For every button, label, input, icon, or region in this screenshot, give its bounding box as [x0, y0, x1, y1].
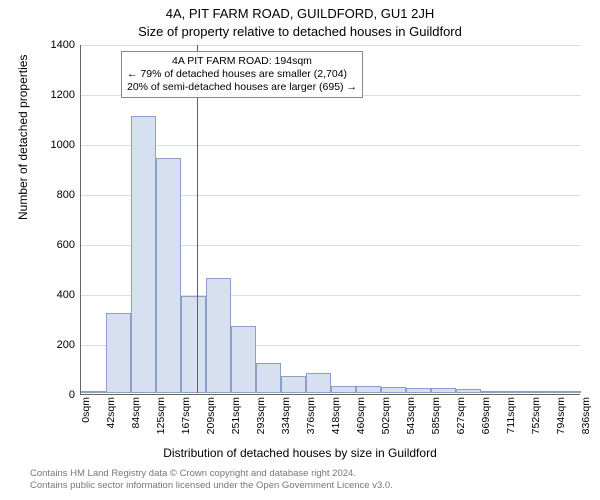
y-tick-label: 800	[15, 189, 75, 201]
histogram-bar	[456, 389, 481, 393]
x-tick-label: 334sqm	[280, 397, 292, 443]
chart-subtitle: Size of property relative to detached ho…	[0, 24, 600, 39]
gridline	[81, 45, 581, 46]
x-tick-label: 42sqm	[105, 397, 117, 443]
x-tick-label: 794sqm	[555, 397, 567, 443]
y-tick-label: 1200	[15, 89, 75, 101]
histogram-bar	[481, 391, 506, 394]
histogram-bar	[206, 278, 231, 393]
x-tick-label: 627sqm	[455, 397, 467, 443]
x-tick-label: 752sqm	[530, 397, 542, 443]
histogram-bar	[81, 391, 106, 393]
plot-inner: 4A PIT FARM ROAD: 194sqm← 79% of detache…	[80, 45, 580, 395]
footer-line: Contains HM Land Registry data © Crown c…	[30, 468, 393, 480]
histogram-bar	[256, 363, 281, 393]
x-tick-label: 585sqm	[430, 397, 442, 443]
x-tick-label: 293sqm	[255, 397, 267, 443]
y-tick-label: 200	[15, 339, 75, 351]
histogram-bar	[406, 388, 431, 393]
x-tick-label: 125sqm	[155, 397, 167, 443]
y-tick-label: 1400	[15, 39, 75, 51]
plot-area: 4A PIT FARM ROAD: 194sqm← 79% of detache…	[80, 45, 580, 395]
annotation-box: 4A PIT FARM ROAD: 194sqm← 79% of detache…	[121, 51, 363, 98]
histogram-bar	[556, 391, 581, 393]
histogram-bar	[181, 296, 206, 394]
histogram-bar	[431, 388, 456, 393]
x-tick-label: 711sqm	[505, 397, 517, 443]
histogram-bar	[106, 313, 131, 393]
annotation-line: 20% of semi-detached houses are larger (…	[127, 81, 357, 94]
x-tick-label: 84sqm	[130, 397, 142, 443]
x-tick-label: 251sqm	[230, 397, 242, 443]
histogram-bar	[306, 373, 331, 393]
x-tick-label: 836sqm	[580, 397, 592, 443]
footer-line: Contains public sector information licen…	[30, 480, 393, 492]
annotation-line: ← 79% of detached houses are smaller (2,…	[127, 68, 357, 81]
x-axis-label: Distribution of detached houses by size …	[0, 446, 600, 460]
x-tick-label: 376sqm	[305, 397, 317, 443]
x-tick-label: 460sqm	[355, 397, 367, 443]
chart-container: 4A, PIT FARM ROAD, GUILDFORD, GU1 2JH Si…	[0, 0, 600, 500]
x-tick-label: 0sqm	[80, 397, 92, 443]
histogram-bar	[231, 326, 256, 394]
x-tick-label: 167sqm	[180, 397, 192, 443]
x-tick-label: 502sqm	[380, 397, 392, 443]
address-title: 4A, PIT FARM ROAD, GUILDFORD, GU1 2JH	[0, 6, 600, 21]
y-tick-label: 0	[15, 389, 75, 401]
footer-attribution: Contains HM Land Registry data © Crown c…	[30, 468, 393, 492]
histogram-bar	[281, 376, 306, 394]
histogram-bar	[356, 386, 381, 394]
x-tick-label: 418sqm	[330, 397, 342, 443]
y-tick-label: 1000	[15, 139, 75, 151]
annotation-line: 4A PIT FARM ROAD: 194sqm	[127, 55, 357, 68]
y-tick-label: 400	[15, 289, 75, 301]
histogram-bar	[506, 391, 531, 394]
x-tick-label: 209sqm	[205, 397, 217, 443]
histogram-bar	[531, 391, 556, 393]
histogram-bar	[331, 386, 356, 394]
y-tick-label: 600	[15, 239, 75, 251]
histogram-bar	[156, 158, 181, 393]
histogram-bar	[381, 387, 406, 393]
gridline	[81, 145, 581, 146]
histogram-bar	[131, 116, 156, 394]
x-tick-label: 543sqm	[405, 397, 417, 443]
x-tick-label: 669sqm	[480, 397, 492, 443]
